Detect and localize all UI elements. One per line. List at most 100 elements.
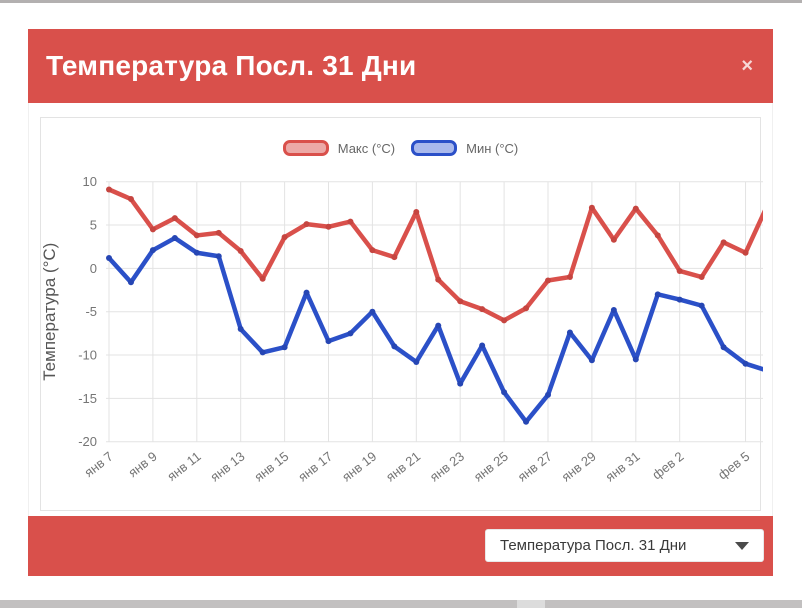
max-series-swatch-icon (282, 140, 329, 156)
y-axis-title: Температура (°C) (41, 243, 59, 381)
modal-header: Температура Посл. 31 Дни × (28, 29, 773, 103)
data-point (632, 356, 639, 363)
x-tick-label: янв 29 (559, 449, 599, 485)
scrollbar-gap (517, 600, 545, 608)
data-point (610, 236, 617, 243)
data-point (106, 186, 112, 193)
x-tick-label: янв 15 (251, 449, 291, 485)
data-point (106, 254, 112, 261)
data-point (127, 279, 134, 286)
data-point (347, 218, 354, 225)
x-tick-label: янв 11 (164, 449, 203, 484)
data-point (588, 357, 595, 364)
data-point (720, 344, 727, 351)
temperature-modal: Температура Посл. 31 Дни × Макс (°C) Мин… (28, 29, 773, 576)
data-point (588, 204, 595, 211)
x-tick-label: янв 17 (295, 449, 335, 485)
y-tick-label: -5 (85, 304, 97, 319)
data-point (171, 215, 178, 222)
data-point (457, 380, 464, 387)
x-tick-label: фев 2 (649, 449, 686, 483)
y-tick-label: -10 (78, 348, 97, 363)
data-point (193, 249, 200, 256)
data-point (347, 330, 354, 337)
y-tick-label: 10 (83, 174, 97, 189)
data-point (435, 276, 442, 283)
data-point (610, 306, 617, 313)
data-point (391, 343, 398, 350)
data-point (281, 234, 288, 241)
data-point (149, 247, 156, 254)
x-tick-label: янв 27 (515, 449, 555, 485)
data-point (632, 205, 639, 212)
modal-footer: Температура Посл. 31 Дни (28, 516, 773, 576)
x-tick-label: янв 9 (125, 449, 159, 481)
data-point (479, 306, 486, 313)
data-point (523, 418, 530, 425)
data-point (325, 338, 332, 345)
chart-card: Макс (°C) Мин (°C) 10 5 0 -5 -10 -15 -20 янв 7 я… (40, 117, 763, 511)
x-tick-label: янв 13 (207, 449, 247, 485)
data-point (171, 235, 178, 242)
page-title: Температура Посл. 31 Дни (46, 50, 417, 81)
data-point (369, 308, 376, 315)
min-series-swatch-icon (411, 140, 458, 156)
data-point (720, 239, 727, 246)
data-point (435, 322, 442, 329)
x-tick-label: фев 5 (715, 449, 752, 483)
modal-body: Макс (°C) Мин (°C) 10 5 0 -5 -10 -15 -20 янв 7 я… (28, 103, 773, 516)
data-point (413, 358, 420, 365)
data-point (369, 247, 376, 254)
data-point (676, 267, 683, 274)
data-point (698, 302, 705, 309)
data-point (237, 248, 244, 255)
data-point (303, 221, 310, 228)
data-point (127, 196, 134, 203)
data-point (566, 274, 573, 281)
data-point (149, 226, 156, 233)
x-tick-label: янв 23 (427, 449, 467, 485)
data-point (237, 326, 244, 333)
data-point (676, 296, 683, 303)
data-point (566, 329, 573, 336)
data-point (742, 249, 749, 256)
x-tick-label: янв 21 (383, 449, 423, 485)
data-point (215, 229, 222, 236)
data-point (545, 391, 551, 398)
data-point (698, 274, 705, 281)
x-tick-label: янв 7 (81, 449, 115, 481)
legend-item-max: Макс (°C) (282, 140, 396, 156)
y-tick-label: -20 (78, 434, 97, 449)
data-point (523, 305, 530, 312)
chart-legend: Макс (°C) Мин (°C) (41, 140, 760, 156)
data-point (479, 342, 486, 349)
data-point (413, 209, 420, 216)
data-point (391, 254, 398, 261)
y-tick-label: 0 (90, 261, 97, 276)
data-point (281, 344, 288, 351)
chevron-down-icon (735, 541, 749, 550)
data-point (215, 253, 222, 260)
data-point (457, 298, 464, 305)
data-point (501, 317, 508, 324)
data-point (259, 275, 266, 282)
x-tick-label: янв 31 (603, 449, 643, 485)
data-point (303, 289, 310, 296)
data-point (654, 232, 661, 239)
period-select-value: Температура Посл. 31 Дни (500, 537, 687, 554)
legend-label-min: Мин (°C) (466, 140, 519, 156)
legend-label-max: Макс (°C) (337, 140, 396, 156)
data-point (654, 291, 661, 298)
data-point (325, 223, 332, 230)
period-select[interactable]: Температура Посл. 31 Дни (485, 529, 764, 562)
close-icon[interactable]: × (741, 55, 753, 77)
window-top-edge (0, 0, 802, 3)
data-point (259, 349, 266, 356)
x-tick-label: янв 19 (339, 449, 379, 485)
y-tick-label: -15 (78, 391, 97, 406)
horizontal-scrollbar[interactable] (0, 600, 802, 608)
y-tick-label: 5 (90, 218, 97, 233)
data-point (545, 277, 551, 284)
legend-item-min: Мин (°C) (411, 140, 518, 156)
